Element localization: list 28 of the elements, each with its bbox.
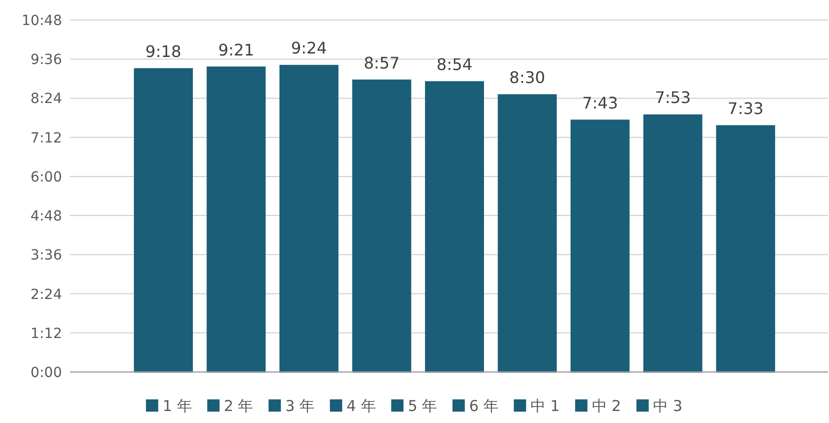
data-label: 7:53: [654, 88, 691, 108]
y-tick-label: 0:00: [30, 365, 62, 381]
legend-label: 中 2: [592, 397, 622, 415]
data-label: 8:54: [436, 54, 472, 74]
data-label: 8:30: [509, 68, 546, 87]
legend-label: 中 1: [530, 397, 560, 415]
data-label: 9:21: [218, 40, 254, 60]
legend-label: 1 年: [162, 397, 192, 415]
y-tick-label: 4:48: [30, 208, 62, 225]
legend-label: 4 年: [346, 397, 376, 415]
data-label: 7:33: [728, 98, 764, 118]
legend-label: 2 年: [224, 397, 254, 415]
y-tick-label: 9:36: [30, 52, 62, 68]
legend-label: 5 年: [408, 397, 438, 415]
y-tick-label: 1:12: [30, 326, 62, 342]
data-label: 7:43: [582, 93, 618, 112]
y-tick-label: 8:24: [30, 91, 62, 108]
y-tick-label: 3:36: [30, 248, 62, 264]
y-tick-label: 10:48: [22, 13, 62, 29]
data-label: 9:24: [290, 38, 327, 58]
legend-label: 中 3: [653, 397, 682, 415]
y-tick-label: 2:24: [30, 286, 62, 303]
legend-label: 6 年: [469, 397, 498, 415]
data-label: 8:57: [364, 53, 400, 72]
legend-label: 3 年: [285, 397, 315, 415]
y-tick-label: 6:00: [30, 169, 62, 186]
data-label: 9:18: [145, 42, 182, 61]
y-tick-label: 7:12: [30, 130, 62, 146]
